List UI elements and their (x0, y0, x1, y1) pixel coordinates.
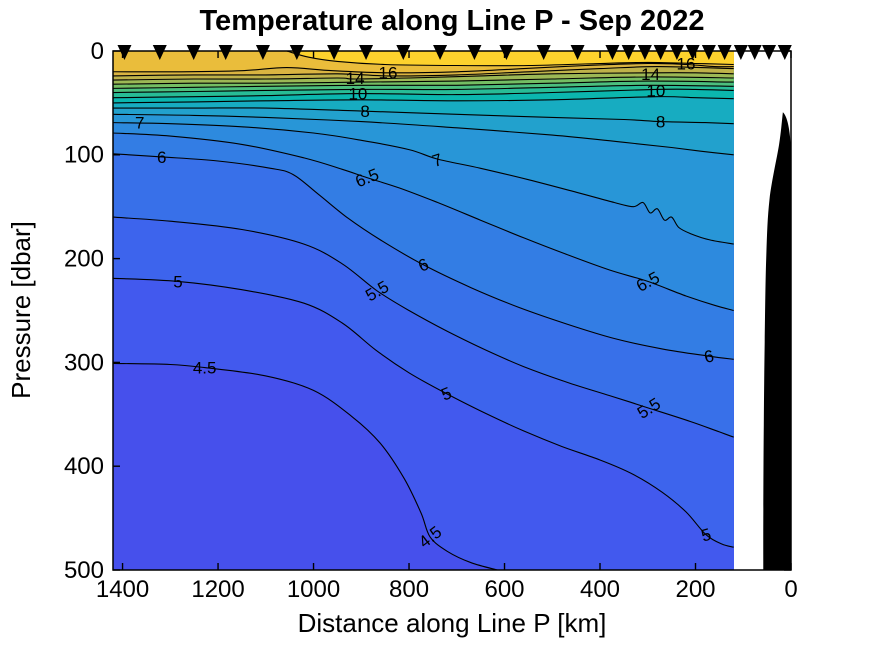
station-marker (499, 45, 514, 60)
station-marker (117, 45, 132, 60)
plot-frame (112, 50, 792, 571)
y-tick-label: 200 (64, 246, 104, 273)
x-axis-label: Distance along Line P [km] (298, 608, 607, 638)
station-marker (359, 45, 374, 60)
station-marker (433, 45, 448, 60)
station-marker (255, 45, 270, 60)
station-marker (717, 45, 732, 60)
contour-label-6: 6 (157, 148, 166, 167)
contour-line-17 (286, 51, 734, 67)
station-marker (327, 45, 342, 60)
chart-title: Temperature along Line P - Sep 2022 (200, 5, 705, 37)
x-tick-label: 200 (675, 576, 715, 603)
contour-line-10 (113, 88, 734, 99)
station-marker (685, 45, 700, 60)
x-tick-label: 800 (389, 576, 429, 603)
contour-label-6: 6 (702, 346, 716, 367)
station-marker (152, 45, 167, 60)
x-tick-label: 1200 (191, 576, 244, 603)
contour-line-11 (113, 84, 734, 94)
station-marker (186, 45, 201, 60)
contour-label-5: 5 (173, 272, 182, 291)
contour-line-6 (113, 153, 734, 360)
y-tick-label: 300 (64, 349, 104, 376)
y-tick-label: 400 (64, 453, 104, 480)
contour-label-7: 7 (135, 114, 144, 133)
y-tick-label: 100 (64, 142, 104, 169)
station-marker (396, 45, 411, 60)
station-marker (289, 45, 304, 60)
station-marker (669, 45, 684, 60)
contour-label-8: 8 (360, 102, 369, 121)
contour-line-7 (113, 122, 734, 245)
x-tick-label: 1000 (287, 576, 340, 603)
contour-label-10: 10 (348, 85, 367, 104)
y-axis-label: Pressure [dbar] (6, 221, 36, 399)
contour-label-16: 16 (379, 64, 398, 83)
contour-line-5 (113, 277, 734, 548)
contour-bands (113, 51, 734, 570)
contour-line-6.5 (113, 132, 734, 312)
contour-line-5.5 (113, 216, 734, 438)
contour-label-14: 14 (641, 65, 660, 84)
bathymetry-shape (763, 112, 791, 570)
contour-line-9 (113, 96, 734, 104)
station-marker (733, 45, 748, 60)
y-tick-label: 500 (64, 557, 104, 584)
x-tick-label: 1400 (96, 576, 149, 603)
bathymetry-profile (763, 112, 791, 570)
x-tick-label: 600 (484, 576, 524, 603)
station-markers (117, 45, 792, 60)
x-tick-label: 400 (580, 576, 620, 603)
y-tick-label: 0 (91, 38, 104, 65)
station-marker (701, 45, 716, 60)
contour-line-16 (113, 62, 734, 74)
station-marker (621, 45, 636, 60)
station-marker (653, 45, 668, 60)
contour-line-4.5 (113, 362, 498, 570)
tick-labels: 1400 1200 1000 800 600 400 200 0 0 100 200 300 400 50… (64, 38, 798, 603)
contour-line-8 (113, 107, 734, 125)
contour-lines (113, 51, 734, 570)
station-marker (605, 45, 620, 60)
station-marker (536, 45, 551, 60)
contour-label-14: 14 (346, 69, 365, 88)
station-marker (467, 45, 482, 60)
station-marker (777, 45, 792, 60)
contour-line-13 (113, 76, 734, 85)
station-marker (218, 45, 233, 60)
station-marker (762, 45, 777, 60)
x-tick-label: 0 (784, 576, 797, 603)
contour-line-12 (113, 80, 734, 89)
contour-label-4.5: 4.5 (193, 359, 217, 378)
station-marker (637, 45, 652, 60)
contour-label-8: 8 (656, 113, 665, 132)
station-marker (570, 45, 585, 60)
contour-label-10: 10 (646, 81, 665, 100)
contour-line-14 (113, 72, 734, 81)
contour-line-7.5 (113, 113, 734, 156)
station-marker (747, 45, 762, 60)
contour-label-16: 16 (676, 54, 695, 73)
contour-line-15 (113, 66, 734, 77)
